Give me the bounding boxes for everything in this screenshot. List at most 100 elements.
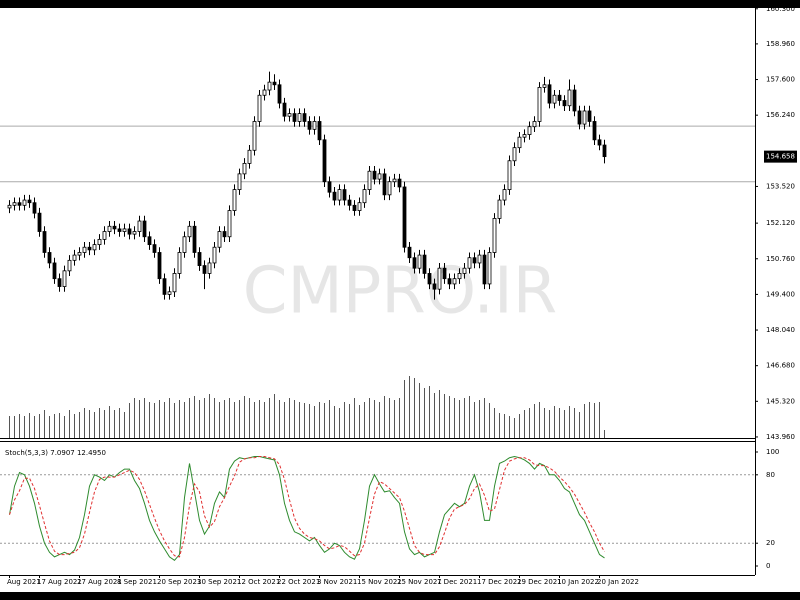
- y-tick-label: 160.300: [766, 5, 795, 13]
- candle-body: [337, 189, 342, 201]
- y-tick-label: 158.960: [766, 40, 795, 48]
- x-tick-label: 12 Oct 2021: [237, 578, 280, 586]
- candle-body: [377, 173, 382, 180]
- candle-body: [392, 178, 397, 183]
- candle-body: [412, 257, 417, 269]
- x-tick-label: 17 Aug 2021: [37, 578, 82, 586]
- x-tick-label: 15 Nov 2021: [357, 578, 402, 586]
- candle-body: [227, 210, 232, 238]
- candle-body: [602, 144, 607, 158]
- candle-body: [347, 199, 352, 206]
- y-tick-label: 145.320: [766, 397, 795, 405]
- candle-body: [32, 202, 37, 214]
- x-tick-label: 3 Nov 2021: [317, 578, 357, 586]
- candle-body: [107, 225, 112, 232]
- candle-body: [577, 110, 582, 125]
- candle-body: [312, 121, 317, 130]
- candle-body: [167, 291, 172, 295]
- candle-body: [437, 267, 442, 290]
- y-tick-label: 149.400: [766, 290, 795, 298]
- candle-body: [452, 278, 457, 285]
- candle-body: [557, 94, 562, 101]
- candle-body: [252, 121, 257, 151]
- candle-body: [92, 244, 97, 251]
- candle-body: [587, 110, 592, 122]
- candle-body: [442, 267, 447, 280]
- candle-body: [247, 149, 252, 164]
- candle-body: [267, 81, 272, 91]
- candle-body: [112, 225, 117, 230]
- candle-body: [502, 189, 507, 201]
- candle-body: [572, 89, 577, 112]
- candle-body: [462, 267, 467, 274]
- candle-body: [472, 257, 477, 264]
- y-tick-label: 143.960: [766, 433, 795, 441]
- candle-body: [147, 236, 152, 246]
- candle-body: [117, 228, 122, 232]
- y-tick-label: 150.760: [766, 255, 795, 263]
- x-tick-label: 7 Dec 2021: [437, 578, 477, 586]
- x-tick-label: 30 Sep 2021: [197, 578, 241, 586]
- candle-body: [537, 86, 542, 122]
- y-tick-label: 157.600: [766, 76, 795, 84]
- candle-body: [207, 262, 212, 274]
- candle-body: [532, 121, 537, 128]
- candle-body: [262, 89, 267, 96]
- stoch-y-tick-label: 0: [766, 562, 770, 570]
- candle-body: [517, 136, 522, 149]
- indicator-title: Stoch(5,3,3) 7.0907 12.4950: [5, 449, 106, 457]
- candle-body: [372, 170, 377, 180]
- candle-body: [357, 202, 362, 211]
- candle-body: [87, 246, 92, 251]
- candle-body: [427, 273, 432, 285]
- candle-body: [522, 134, 527, 138]
- candle-body: [352, 204, 357, 211]
- candle-body: [17, 202, 22, 206]
- x-tick-label: 22 Oct 2021: [277, 578, 320, 586]
- candle-body: [237, 173, 242, 190]
- x-tick-label: 20 Sep 2021: [157, 578, 201, 586]
- candle-body: [122, 228, 127, 232]
- x-tick-label: 8 Sep 2021: [117, 578, 157, 586]
- candle-body: [232, 189, 237, 211]
- candle-body: [512, 147, 517, 162]
- candle-body: [597, 139, 602, 146]
- candle-body: [422, 254, 427, 274]
- x-tick-label: 29 Dec 2021: [517, 578, 562, 586]
- stoch-y-tick-label: 80: [766, 471, 775, 479]
- candle-body: [387, 181, 392, 196]
- candle-body: [407, 246, 412, 259]
- candle-body: [152, 244, 157, 253]
- candle-body: [97, 238, 102, 246]
- last-price-label: 154.658: [766, 153, 795, 161]
- candle-body: [592, 121, 597, 141]
- candle-body: [417, 254, 422, 269]
- candle-body: [562, 100, 567, 107]
- candle-body: [432, 283, 437, 290]
- candle-body: [42, 231, 47, 253]
- candle-body: [322, 139, 327, 183]
- candle-body: [212, 246, 217, 264]
- y-tick-label: 146.680: [766, 362, 795, 370]
- candle-body: [172, 273, 177, 293]
- candle-body: [282, 102, 287, 117]
- candle-body: [142, 220, 147, 238]
- candle-body: [12, 202, 17, 206]
- candle-body: [342, 189, 347, 201]
- candle-body: [277, 84, 282, 104]
- candle-body: [257, 94, 262, 122]
- candle-body: [477, 254, 482, 264]
- candle-body: [327, 181, 332, 193]
- candle-body: [552, 94, 557, 104]
- candle-body: [582, 110, 587, 125]
- candle-body: [287, 113, 292, 117]
- candle-body: [457, 273, 462, 280]
- candle-body: [367, 170, 372, 190]
- candle-body: [157, 252, 162, 280]
- candle-body: [57, 278, 62, 287]
- candle-body: [317, 121, 322, 141]
- candle-body: [497, 199, 502, 219]
- candle-body: [162, 278, 167, 295]
- x-tick-label: Aug 2021: [7, 578, 41, 586]
- candle-body: [492, 218, 497, 253]
